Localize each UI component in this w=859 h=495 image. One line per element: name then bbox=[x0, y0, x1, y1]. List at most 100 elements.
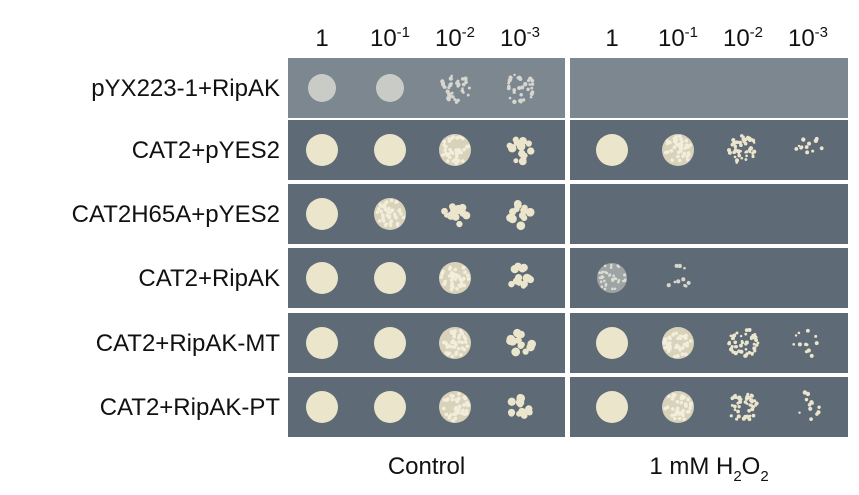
colony bbox=[601, 270, 604, 274]
colony bbox=[509, 208, 517, 216]
colony bbox=[805, 328, 810, 333]
colony bbox=[666, 283, 671, 288]
dilution-exponent: -2 bbox=[750, 24, 763, 41]
strain-label: CAT2+pYES2 bbox=[132, 137, 280, 164]
colony bbox=[612, 274, 615, 278]
colony bbox=[382, 205, 387, 209]
label-text: Control bbox=[388, 453, 465, 480]
colony bbox=[465, 344, 470, 349]
colony bbox=[448, 94, 453, 99]
colony bbox=[448, 82, 453, 88]
colony bbox=[506, 334, 515, 344]
colony bbox=[448, 155, 452, 160]
colony bbox=[464, 409, 469, 413]
colony bbox=[455, 151, 459, 156]
colony bbox=[526, 79, 531, 83]
colony bbox=[792, 342, 796, 346]
colony bbox=[462, 283, 467, 288]
plate-strip bbox=[570, 58, 848, 118]
colony bbox=[600, 276, 604, 280]
colony bbox=[513, 158, 519, 164]
colony bbox=[511, 347, 521, 357]
dilution-header: 10-2 bbox=[723, 24, 763, 52]
colony bbox=[743, 137, 748, 142]
colony bbox=[459, 352, 463, 357]
colony bbox=[518, 77, 523, 81]
colony bbox=[804, 350, 809, 354]
colony bbox=[457, 274, 461, 279]
colony bbox=[797, 144, 801, 148]
colony bbox=[451, 331, 455, 336]
colony bbox=[688, 403, 693, 407]
colony bbox=[688, 339, 693, 343]
colony bbox=[443, 148, 447, 153]
colony bbox=[466, 402, 471, 407]
colony bbox=[801, 137, 806, 142]
colony bbox=[681, 277, 686, 282]
colony bbox=[680, 352, 685, 356]
colony bbox=[613, 287, 617, 291]
colony bbox=[750, 398, 754, 403]
colony bbox=[507, 84, 511, 89]
colony bbox=[383, 202, 387, 206]
colony bbox=[814, 334, 818, 338]
colony bbox=[526, 343, 535, 352]
colony bbox=[733, 155, 737, 159]
colony bbox=[804, 397, 809, 402]
colony bbox=[599, 280, 603, 284]
colony bbox=[445, 89, 450, 94]
colony bbox=[751, 151, 755, 155]
colony bbox=[465, 144, 469, 149]
colony bbox=[454, 407, 459, 411]
colony bbox=[457, 340, 462, 344]
colony bbox=[379, 204, 383, 208]
colony bbox=[608, 273, 612, 276]
colony bbox=[449, 272, 454, 277]
colony bbox=[441, 153, 445, 157]
colony bbox=[670, 158, 675, 163]
colony bbox=[744, 348, 748, 351]
colony bbox=[805, 343, 809, 347]
colony bbox=[688, 143, 692, 148]
colony bbox=[686, 280, 691, 285]
colony bbox=[813, 138, 819, 143]
colony bbox=[673, 137, 678, 142]
spot bbox=[596, 134, 628, 166]
colony bbox=[739, 143, 743, 148]
spot bbox=[596, 391, 628, 423]
colony bbox=[530, 86, 534, 90]
colony bbox=[520, 85, 525, 90]
colony bbox=[668, 344, 672, 349]
colony bbox=[677, 134, 682, 139]
colony bbox=[674, 345, 678, 350]
strain-label: CAT2H65A+pYES2 bbox=[72, 201, 280, 228]
colony bbox=[462, 347, 467, 352]
colony bbox=[448, 76, 453, 81]
colony bbox=[388, 223, 393, 228]
colony bbox=[522, 98, 526, 102]
colony bbox=[449, 287, 454, 292]
plate-strip bbox=[570, 184, 848, 244]
colony bbox=[453, 267, 458, 272]
colony bbox=[516, 221, 526, 231]
panel-label: Control bbox=[388, 453, 465, 480]
colony bbox=[610, 263, 613, 267]
colony bbox=[523, 81, 528, 87]
colony bbox=[683, 283, 687, 288]
colony bbox=[514, 202, 520, 208]
spot bbox=[374, 391, 406, 423]
colony bbox=[452, 412, 457, 417]
spot bbox=[306, 262, 338, 294]
colony bbox=[450, 354, 455, 359]
colony bbox=[743, 400, 747, 404]
colony bbox=[390, 208, 395, 212]
colony bbox=[733, 404, 737, 409]
colony bbox=[804, 145, 809, 149]
dilution-header: 1 bbox=[315, 25, 328, 52]
colony bbox=[389, 219, 394, 223]
dilution-header: 10-1 bbox=[370, 24, 410, 52]
colony bbox=[513, 329, 520, 336]
colony bbox=[676, 279, 681, 284]
colony bbox=[802, 390, 808, 395]
colony bbox=[748, 150, 752, 154]
